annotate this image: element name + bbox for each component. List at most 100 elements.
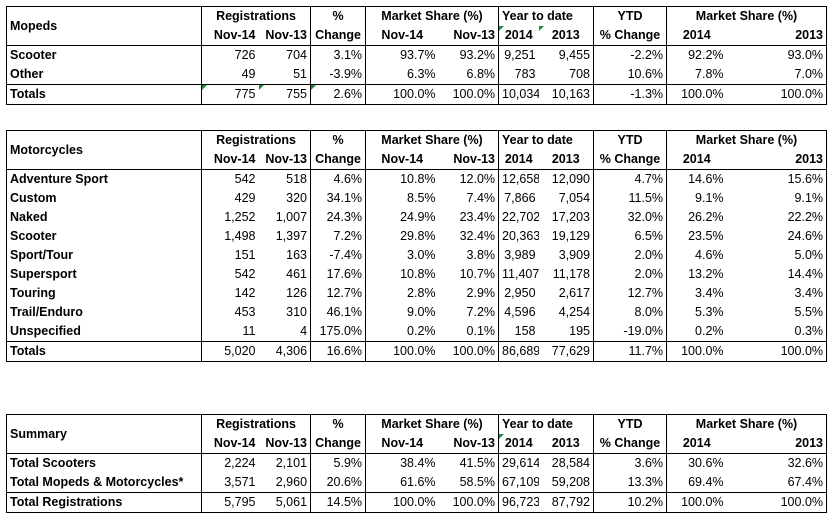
cell-value: 726 [201,45,259,65]
cell-value: 22,702 [498,208,539,227]
cell-value: 17.6% [310,265,366,284]
cell-value: 5.5% [794,305,824,319]
cell-value: 142 [201,284,259,303]
ytd-2014-header: 2014 [498,150,539,170]
cell-value: 8.0% [593,303,667,322]
subheader-row: Nov-14 Nov-13 Change Nov-14 Nov-13 2014 2013% … [7,150,827,170]
cell-value: 24.6% [787,229,824,243]
cell-value: 9,251 [498,45,539,65]
cell-value: 158 [498,322,539,342]
cell-value: 7.2% [466,305,496,319]
year-to-date-header: Year to date [498,6,594,26]
cell-value: 195 [569,324,591,338]
registrations-header: Registrations [200,6,311,26]
table-row: Scooter 1,498 1,397 7.2% 29.8% 32.4% 20,363 19,… [6,227,827,246]
cell-value: 13.2% [666,265,727,284]
totals-value: 755 [258,84,311,105]
totals-value: 100.0% [666,84,727,105]
section-title: Summary [6,414,202,454]
totals-value: 100.0% [726,84,827,105]
cell-value: 32.6% [787,456,824,470]
cell-value: 3.6% [593,453,667,473]
summary-table: Summary Registrations% Market Share (%) Yea… [6,414,828,513]
totals-label: Totals [6,84,202,105]
cell-value: 7.4% [466,191,496,205]
row-label: Adventure Sport [6,169,202,189]
cell-value: 9.1% [666,189,727,208]
table-row: Total Scooters 2,224 2,101 5.9% 38.4% 41.5% 29… [6,453,827,473]
nov14-header: Nov-14 [201,434,259,454]
registrations-header: Registrations [200,130,311,150]
cell-value: 19,129 [551,229,591,243]
ms-nov13-header: Nov-13 [438,26,499,46]
table-row: Other 49 51 -3.9% 6.3% 6.8% 783 708 10.6% 7.8% 7.0… [6,65,827,85]
nov13-header: Nov-13 [258,434,311,454]
market-share-header: Market Share (%) [365,130,499,150]
cell-value: 429 [201,189,259,208]
totals-row: Totals 775 755 2.6% 100.0% 100.0% 10,034 10,163… [6,84,827,105]
pct-header: % [310,6,366,26]
cell-value: 13.3% [593,473,667,493]
cell-value: 38.4% [365,453,439,473]
mopeds-table: Mopeds Registrations% Market Share (%) Year… [6,6,828,105]
ytd-2014-header: 2014 [498,434,539,454]
ms-nov14-header: Nov-14 [365,26,439,46]
cell-value: 22.2% [787,210,824,224]
cell-value: 175.0% [310,322,366,342]
cell-value: 3.8% [466,248,496,262]
cell-value: 542 [201,169,259,189]
cell-value: 6.8% [466,67,496,81]
row-label: Unspecified [6,322,202,342]
cell-value: 24.9% [365,208,439,227]
totals-value: 775 [201,84,259,105]
ytd-header: YTD [593,414,667,434]
totals-value: 16.6% [310,341,366,362]
cell-value: -3.9% [310,65,366,85]
ytd-pct-change-header: % Change [593,150,667,170]
totals-value: 100.0% [365,341,439,362]
cell-value: 708 [569,67,591,81]
nov14-header: Nov-14 [201,26,259,46]
cell-value: 2,950 [498,284,539,303]
cell-value: 5.9% [310,453,366,473]
totals-value: 14.5% [310,492,366,513]
totals-row: Totals 5,020 4,306 16.6% 100.0% 100.0% 86,689 7… [6,341,827,362]
ytd-2014-header: 2014 [498,26,539,46]
ytd-market-share-header: Market Share (%) [666,6,827,26]
cell-value: 5.0% [794,248,824,262]
cell-value: 7.8% [666,65,727,85]
totals-value: 5,020 [201,341,259,362]
cell-value: 11,178 [552,267,591,281]
cell-value: 92.2% [666,45,727,65]
cell-value: 61.6% [365,473,439,493]
cell-value: 7,054 [558,191,591,205]
section-title: Motorcycles [6,130,202,170]
cell-value: 12.0% [459,172,496,186]
ms-2013-header: 2013 [726,434,827,454]
cell-value: 3.1% [310,45,366,65]
totals-value: 100.0% [726,341,827,362]
cell-value: 59,208 [551,475,591,489]
totals-value: 10,163 [538,84,594,105]
cell-value: 4.6% [666,246,727,265]
year-to-date-header: Year to date [498,130,594,150]
cell-value: 93.2% [459,48,496,62]
totals-row: Total Registrations 5,795 5,061 14.5% 100.0%… [6,492,827,513]
pct-header: % [310,130,366,150]
table-row: Touring 142 126 12.7% 2.8% 2.9% 2,950 2,617 12.7… [6,284,827,303]
row-label: Naked [6,208,202,227]
cell-value: 17,203 [551,210,591,224]
cell-value: 2.8% [365,284,439,303]
totals-value: 4,306 [258,341,311,362]
totals-value: 11.7% [593,341,667,362]
cell-value: 3.4% [794,286,824,300]
cell-value: 10.6% [593,65,667,85]
ms-nov14-header: Nov-14 [365,434,439,454]
row-label: Sport/Tour [6,246,202,265]
cell-value: 0.3% [794,324,824,338]
header-row: Motorcycles Registrations% Market Share (%… [6,130,827,170]
cell-value: 24.3% [310,208,366,227]
row-label: Custom [6,189,202,208]
cell-value: 9,455 [558,48,591,62]
table-row: Supersport 542 461 17.6% 10.8% 10.7% 11,407 11,… [6,265,827,284]
